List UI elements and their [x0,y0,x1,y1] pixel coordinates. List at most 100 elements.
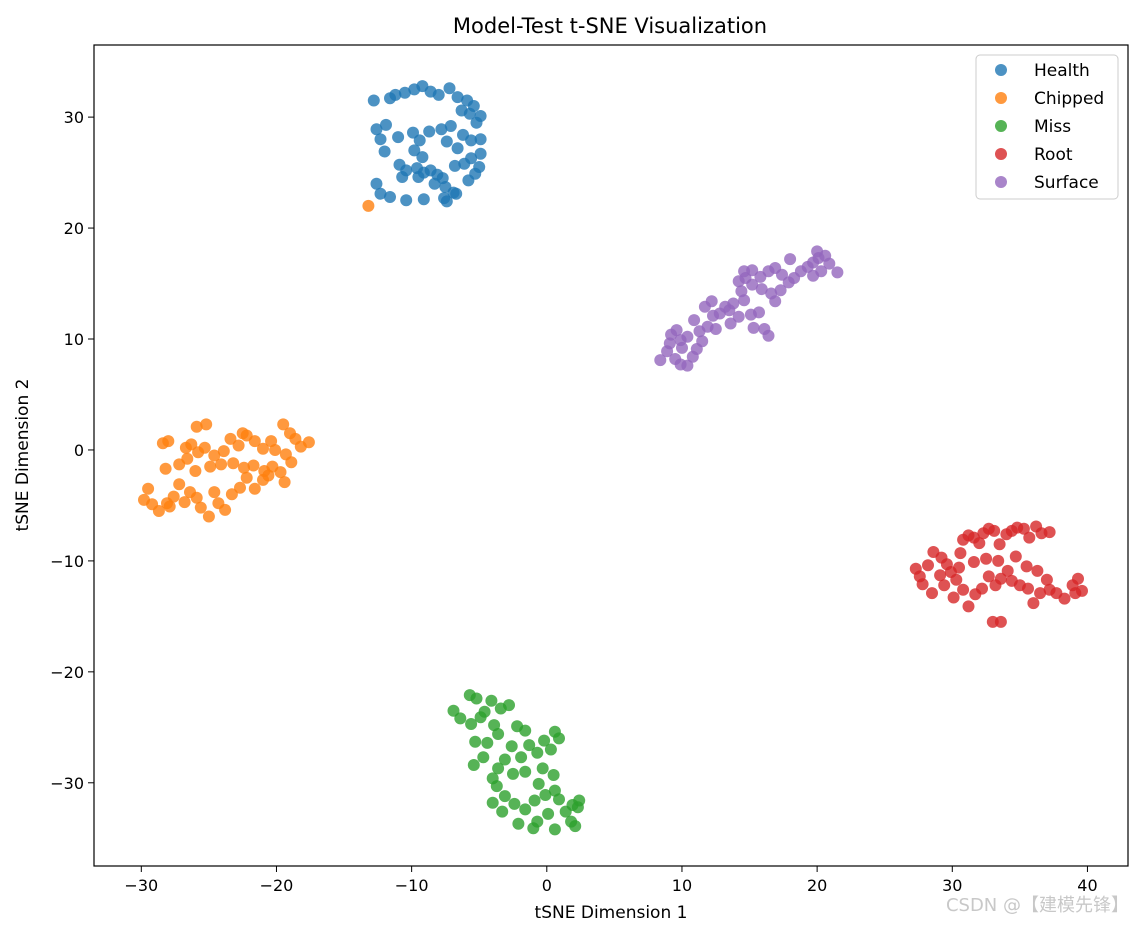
point-health-16 [370,123,383,136]
y-tick-label: 20 [64,219,84,238]
point-chipped-29 [189,465,202,477]
y-tick-label: −20 [50,663,84,682]
point-surface-36 [765,287,778,300]
point-health-9 [451,91,464,104]
legend-label: Miss [1034,117,1071,137]
point-root-59 [953,561,965,574]
point-chipped-30 [204,460,217,473]
point-chipped-45 [178,496,191,509]
point-surface-27 [732,310,745,323]
point-chipped-19 [269,444,282,456]
point-miss-25 [477,751,490,764]
point-chipped-7 [208,449,221,462]
x-tick-label: 10 [672,876,692,895]
series-surface [654,245,844,372]
point-surface-28 [724,317,737,330]
point-miss-24 [498,753,511,766]
point-miss-14 [553,732,565,745]
point-miss-26 [467,759,480,771]
x-tick-label: −20 [260,876,294,895]
point-health-31 [408,144,421,157]
point-health-53 [374,187,387,200]
point-miss-47 [496,805,509,818]
point-chipped-32 [227,457,240,470]
point-chipped-12 [257,442,269,455]
point-root-30 [962,600,975,613]
point-health-20 [407,126,419,139]
point-health-58 [447,186,460,199]
y-axis-ticks: −30 −20 −10 0 10 20 30 [50,108,94,793]
y-tick-label: 10 [64,330,84,349]
point-chipped-28 [159,462,172,475]
point-health-32 [416,151,429,164]
point-chipped-55 [248,482,261,495]
point-root-46 [1072,572,1084,585]
point-chipped-9 [232,439,245,452]
point-miss-30 [536,762,549,775]
point-health-7 [432,88,445,101]
point-surface-17 [709,323,722,335]
point-chipped-47 [190,491,203,504]
point-chipped-24 [224,432,237,445]
point-health-19 [392,131,405,144]
point-root-25 [1043,526,1056,539]
point-miss-35 [498,790,511,803]
point-root-26 [926,587,938,600]
x-axis-ticks: −30 −20 −10 0 10 20 30 40 [124,866,1098,895]
point-health-23 [435,123,448,136]
point-root-51 [992,554,1005,567]
point-miss-1 [454,712,467,725]
series-miss [447,689,586,836]
legend-box [975,54,1119,200]
point-chipped-23 [200,418,213,431]
point-health-13 [455,104,468,117]
legend-entry-root: Root [995,145,1073,165]
point-root-54 [1031,564,1044,577]
watermark-text: CSDN @【建模先锋】 [945,895,1129,916]
legend-label: Chipped [1034,89,1104,109]
point-miss-36 [486,796,499,809]
x-tick-label: 0 [542,876,552,895]
legend-marker [995,148,1007,160]
point-chipped-2 [162,435,175,448]
point-chipped-57 [262,469,275,482]
point-health-37 [448,159,461,172]
point-miss-18 [492,728,505,740]
point-chipped-58 [278,476,291,489]
x-tick-label: 30 [942,876,962,895]
point-root-9 [954,547,967,560]
point-chipped-41 [152,505,165,517]
point-health-50 [396,171,409,183]
point-chipped-33 [238,461,250,474]
chart-title: Model-Test t-SNE Visualization [453,14,767,38]
point-miss-0 [447,704,460,717]
point-surface-6 [681,330,694,343]
point-chipped-44 [173,478,186,491]
point-surface-20 [688,314,701,327]
y-tick-label: 0 [74,441,84,460]
point-surface-31 [747,321,760,334]
point-chipped-34 [247,459,260,472]
point-root-50 [980,552,993,565]
point-surface-58 [811,245,824,258]
point-health-55 [400,194,413,207]
point-chipped-54 [240,471,253,484]
point-surface-57 [831,266,844,279]
point-root-55 [1040,573,1053,586]
point-miss-43 [542,807,555,820]
point-health-54 [384,191,396,203]
plot-frame [93,44,1129,867]
point-miss-15 [538,734,551,747]
point-surface-24 [727,297,740,310]
point-surface-4 [670,324,683,337]
point-miss-42 [553,793,565,806]
point-chipped-14 [277,418,290,431]
point-health-59 [440,195,453,208]
point-chipped-51 [219,503,232,516]
point-surface-7 [676,341,688,354]
point-root-32 [976,582,988,595]
point-miss-16 [469,735,482,748]
point-root-53 [1020,560,1033,573]
point-chipped-53 [234,481,246,494]
point-surface-54 [823,257,836,270]
